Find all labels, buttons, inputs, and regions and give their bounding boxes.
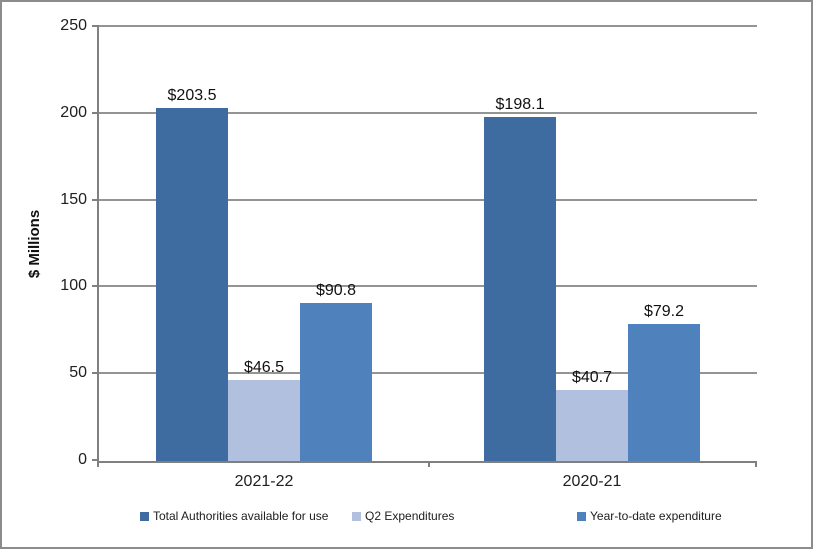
y-axis-tick-label-250: 250 (60, 17, 87, 34)
x-axis-category-label-0: 2021-22 (234, 473, 294, 490)
bar-value-label-series1-cat1: $40.7 (571, 369, 613, 386)
bar-series1-cat1 (556, 390, 628, 461)
legend-label: Total Authorities available for use (153, 509, 329, 523)
bar-series1-cat0 (228, 380, 300, 461)
bar-value-label-series0-cat0: $203.5 (167, 87, 217, 104)
gridline-50 (99, 372, 757, 375)
legend-swatch-icon (577, 511, 586, 521)
x-axis-category-label-1: 2020-21 (562, 473, 622, 490)
y-axis-tick-label-0: 0 (78, 451, 87, 468)
gridline-200 (99, 111, 757, 114)
gridline-100 (99, 285, 757, 288)
legend-item-0: Total Authorities available for use (140, 509, 328, 523)
y-axis-tick-250 (92, 25, 99, 27)
y-axis-tick-label-100: 100 (60, 277, 87, 295)
y-axis-tick-label-150: 150 (60, 190, 87, 208)
y-axis-title: $ Millions (26, 209, 43, 279)
legend-label: Q2 Expenditures (365, 509, 455, 523)
bar-series0-cat1 (484, 117, 556, 461)
legend-item-2: Year-to-date expenditure (577, 509, 722, 523)
bar-series0-cat0 (156, 108, 228, 461)
y-axis-tick-150 (92, 198, 99, 201)
bar-value-label-series0-cat1: $198.1 (495, 96, 545, 113)
legend-label: Year-to-date expenditure (590, 509, 722, 523)
x-axis-tick-1 (428, 461, 430, 467)
y-axis-tick-50 (92, 372, 99, 375)
x-axis-tick-0 (97, 461, 99, 467)
bar-series2-cat0 (300, 303, 372, 461)
bar-value-label-series2-cat0: $90.8 (315, 282, 357, 299)
plot-area (97, 27, 757, 463)
y-axis-tick-label-50: 50 (69, 364, 87, 382)
y-axis-tick-0 (92, 459, 99, 461)
legend-swatch-icon (140, 511, 149, 521)
bar-value-label-series2-cat1: $79.2 (643, 303, 685, 320)
y-axis-tick-200 (92, 111, 99, 114)
bar-series2-cat1 (628, 324, 700, 461)
legend-item-1: Q2 Expenditures (352, 509, 454, 523)
x-axis-tick-2 (755, 461, 757, 467)
bar-value-label-series1-cat0: $46.5 (243, 359, 285, 376)
y-axis-tick-label-200: 200 (60, 103, 87, 121)
y-axis-tick-100 (92, 285, 99, 288)
gridline-150 (99, 198, 757, 201)
gridline-250 (99, 25, 757, 27)
legend-swatch-icon (352, 511, 361, 521)
